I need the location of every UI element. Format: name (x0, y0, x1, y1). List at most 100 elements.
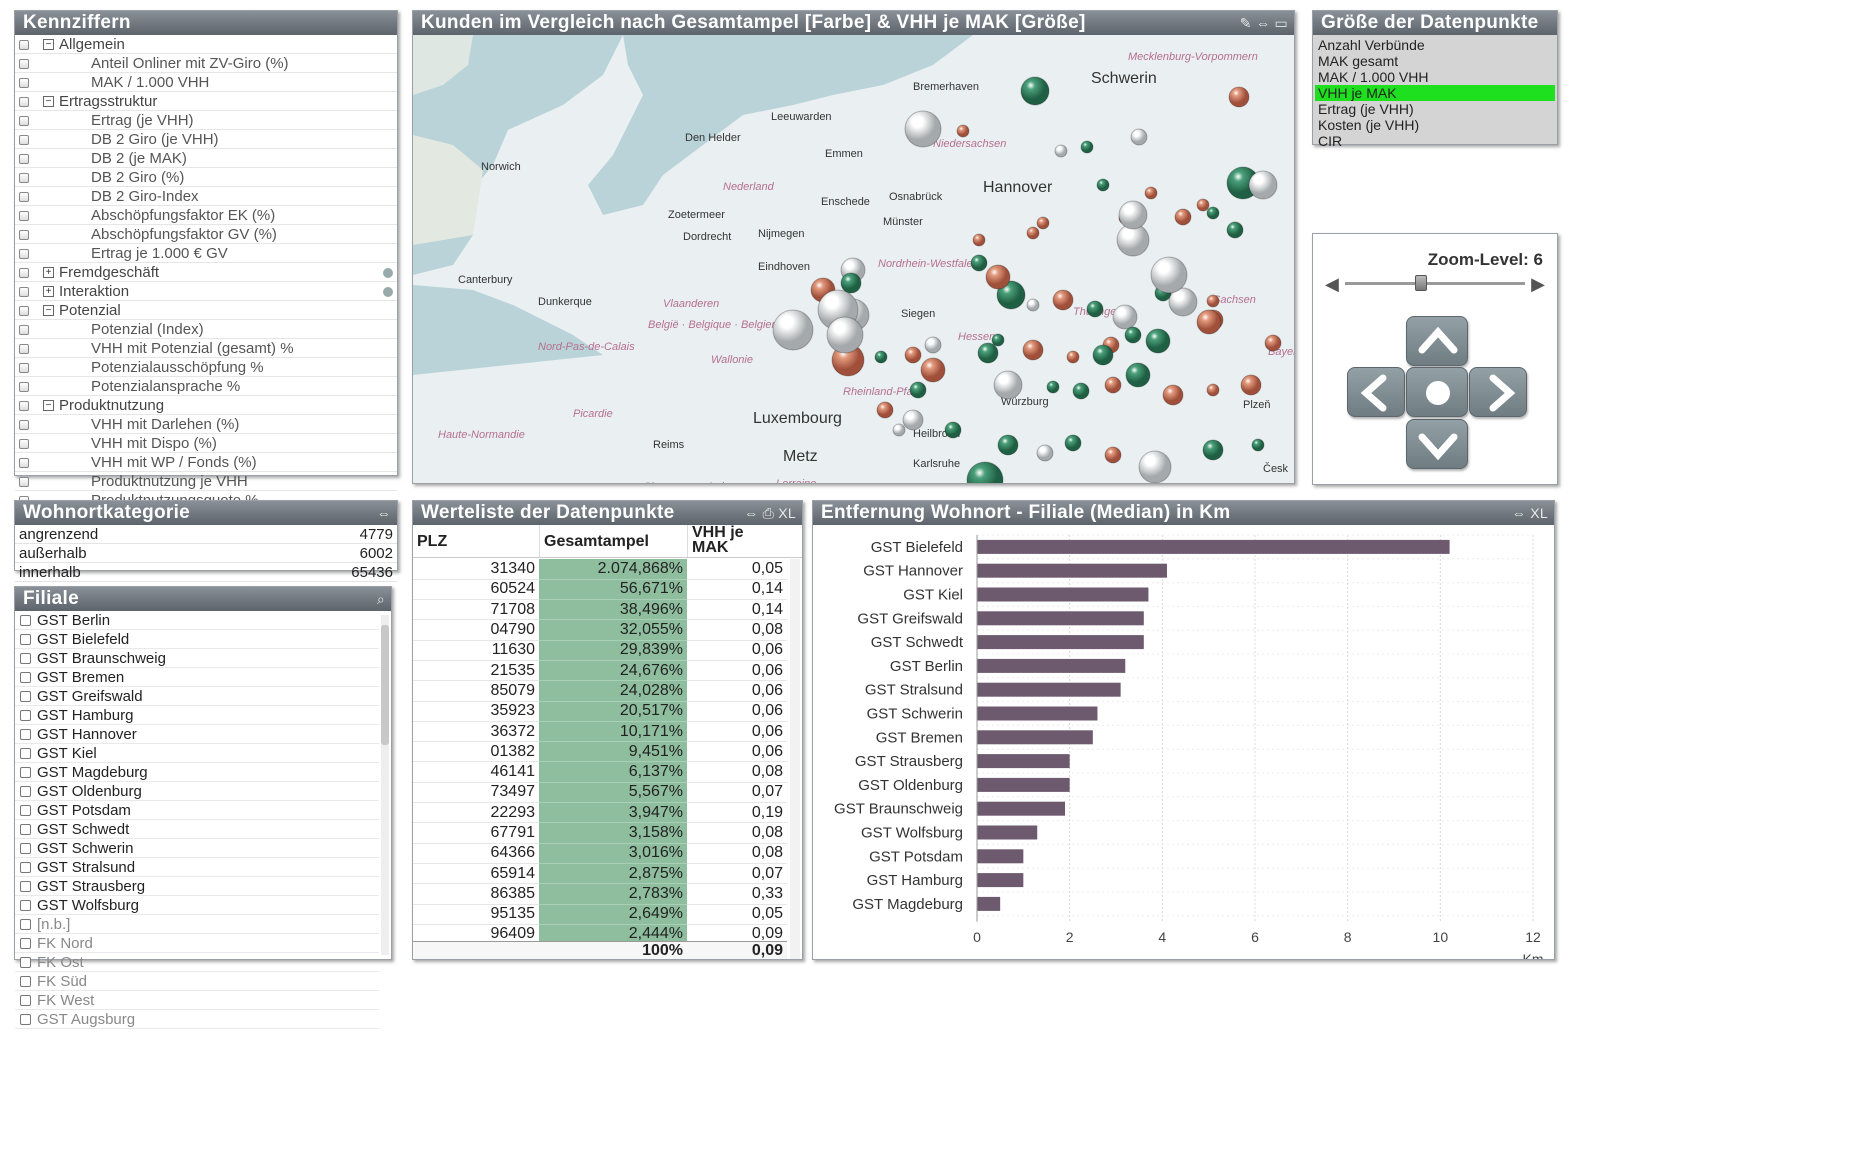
header-vhh-je-mak[interactable]: VHH je MAK (687, 525, 757, 557)
kennziffern-item[interactable]: Potenzialausschöpfung % (15, 358, 397, 377)
groesse-option[interactable]: MAK gesamt (1318, 53, 1399, 69)
checkbox-icon[interactable] (20, 938, 31, 949)
kennziffern-item[interactable]: Ertrag je 1.000 € GV (15, 244, 397, 263)
checkbox-icon[interactable] (19, 325, 29, 335)
filiale-item[interactable]: GST Greifswald (15, 687, 379, 706)
map-data-point[interactable] (1226, 221, 1244, 239)
werteliste-scrollbar[interactable] (790, 559, 800, 959)
kennziffern-item[interactable]: − Ertragsstruktur (15, 92, 397, 111)
zoom-slider-track[interactable] (1345, 282, 1525, 285)
checkbox-icon[interactable] (20, 1014, 31, 1025)
map-data-point[interactable] (1264, 334, 1282, 352)
groesse-option[interactable]: MAK / 1.000 VHH (1318, 69, 1429, 85)
map-data-point[interactable] (1054, 144, 1068, 158)
checkbox-icon[interactable] (19, 173, 29, 183)
bar[interactable] (977, 873, 1024, 888)
map-data-point[interactable] (1026, 226, 1040, 240)
checkbox-icon[interactable] (19, 78, 29, 88)
map-data-point[interactable] (904, 110, 942, 148)
table-row[interactable]: 21535 24,676% 0,06 (413, 660, 787, 682)
checkbox-icon[interactable] (19, 477, 29, 487)
table-row[interactable]: 86385 2,783% 0,33 (413, 883, 787, 905)
map-data-point[interactable] (1248, 170, 1278, 200)
wohnort-row[interactable]: innerhalb 65436 (15, 563, 397, 582)
kennziffern-item[interactable]: DB 2 (je MAK) (15, 149, 397, 168)
map-data-point[interactable] (1168, 287, 1198, 317)
kennziffern-item[interactable]: DB 2 Giro (%) (15, 168, 397, 187)
kennziffern-item[interactable]: VHH mit Potenzial (gesamt) % (15, 339, 397, 358)
map-toolbar-icons[interactable]: ✎ ⇔ ▭ (1239, 15, 1288, 31)
table-row[interactable]: 96409 2,444% 0,09 (413, 924, 787, 941)
filiale-item[interactable]: GST Oldenburg (15, 782, 379, 801)
map-data-point[interactable] (1036, 444, 1054, 462)
map-data-point[interactable] (1206, 383, 1220, 397)
filiale-item[interactable]: GST Bielefeld (15, 630, 379, 649)
pan-right-button[interactable] (1469, 367, 1527, 417)
table-row[interactable]: 71708 38,496% 0,14 (413, 599, 787, 621)
kennziffern-item[interactable]: DB 2 Giro-Index (15, 187, 397, 206)
bar[interactable] (977, 825, 1038, 840)
checkbox-icon[interactable] (19, 439, 29, 449)
bar[interactable] (977, 754, 1070, 769)
table-row[interactable]: 31340 2.074,868% 0,05 (413, 559, 787, 580)
map-data-point[interactable] (920, 357, 946, 383)
checkbox-icon[interactable] (20, 786, 31, 797)
kennziffern-item[interactable]: Ertrag (je VHH) (15, 111, 397, 130)
table-row[interactable]: 85079 24,028% 0,06 (413, 680, 787, 702)
table-row[interactable]: 67791 3,158% 0,08 (413, 822, 787, 844)
groesse-option[interactable]: CIR (1318, 133, 1343, 149)
map-data-point[interactable] (1150, 256, 1188, 294)
kennziffern-item[interactable]: + Interaktion (15, 282, 397, 301)
map-data-point[interactable] (1086, 300, 1104, 318)
kennziffern-item[interactable]: Anteil Onliner mit ZV-Giro (%) (15, 54, 397, 73)
checkbox-icon[interactable] (19, 363, 29, 373)
map-data-point[interactable] (840, 272, 862, 294)
checkbox-icon[interactable] (19, 192, 29, 202)
checkbox-icon[interactable] (19, 249, 29, 259)
bar[interactable] (977, 706, 1098, 721)
werteliste-toolbar-icons[interactable]: ⇔ ⎙ XL (744, 505, 796, 521)
expand-icon[interactable]: + (43, 267, 54, 278)
table-row[interactable]: 46141 6,137% 0,08 (413, 761, 787, 783)
filiale-item[interactable]: GST Braunschweig (15, 649, 379, 668)
checkbox-icon[interactable] (20, 862, 31, 873)
checkbox-icon[interactable] (20, 900, 31, 911)
map-data-point[interactable] (997, 434, 1019, 456)
zoom-left-arrow[interactable]: ◀ (1325, 274, 1339, 294)
map-data-point[interactable] (1104, 446, 1122, 464)
pan-center-button[interactable] (1406, 367, 1468, 417)
checkbox-icon[interactable] (19, 306, 29, 316)
checkbox-icon[interactable] (19, 344, 29, 354)
filiale-item[interactable]: GST Schwerin (15, 839, 379, 858)
kennziffern-item[interactable]: − Potenzial (15, 301, 397, 320)
filiale-item[interactable]: GST Stralsund (15, 858, 379, 877)
map-data-point[interactable] (972, 233, 986, 247)
map-data-point[interactable] (944, 421, 962, 439)
checkbox-icon[interactable] (19, 59, 29, 69)
checkbox-icon[interactable] (20, 653, 31, 664)
header-plz[interactable]: PLZ (417, 533, 448, 550)
map-data-point[interactable] (1144, 186, 1158, 200)
map-data-point[interactable] (993, 370, 1023, 400)
wohnort-row[interactable]: angrenzend 4779 (15, 525, 397, 544)
kennziffern-item[interactable]: − Produktnutzung (15, 396, 397, 415)
map-data-point[interactable] (874, 350, 888, 364)
checkbox-icon[interactable] (20, 976, 31, 987)
bar[interactable] (977, 896, 1001, 911)
map-data-point[interactable] (1052, 289, 1074, 311)
checkbox-icon[interactable] (19, 135, 29, 145)
header-gesamtampel[interactable]: Gesamtampel (539, 525, 687, 557)
map-data-point[interactable] (1104, 376, 1122, 394)
checkbox-icon[interactable] (20, 805, 31, 816)
bar[interactable] (977, 682, 1121, 697)
table-row[interactable]: 73497 5,567% 0,07 (413, 782, 787, 804)
filiale-item[interactable]: GST Hannover (15, 725, 379, 744)
checkbox-icon[interactable] (20, 767, 31, 778)
collapse-icon[interactable]: − (43, 96, 54, 107)
bar[interactable] (977, 658, 1126, 673)
map-data-point[interactable] (1092, 344, 1114, 366)
map-data-point[interactable] (902, 409, 924, 431)
filiale-item[interactable]: FK Süd (15, 972, 379, 991)
checkbox-icon[interactable] (20, 881, 31, 892)
checkbox-icon[interactable] (20, 957, 31, 968)
